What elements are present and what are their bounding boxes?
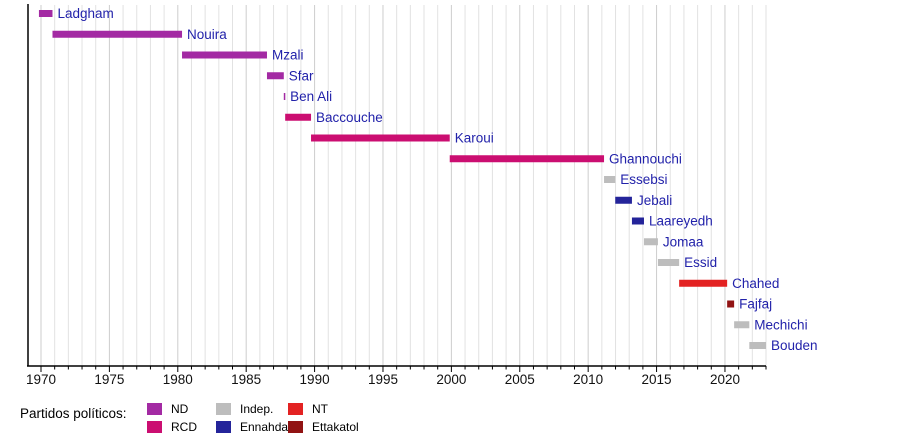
legend-label-nd: ND [171,402,189,416]
legend-item-rcd: RCD [147,418,197,436]
bar-label-nouira: Nouira [187,27,227,42]
bar-essebsi [604,176,616,183]
legend-label-indep: Indep. [240,402,274,416]
legend-swatch-nd [147,403,162,415]
legend-title: Partidos políticos: [20,406,127,421]
bar-jebali [615,196,632,204]
bar-essid [657,259,680,266]
bar-ghannouchi [449,155,605,163]
legend-item-nt: NT [288,400,359,418]
legend-column-3: NT Ettakatol [288,400,359,436]
bar-label-baccouche: Baccouche [316,110,383,125]
legend-item-indep: Indep. [216,400,288,418]
bar-karoui [311,134,450,142]
legend-label-nt: NT [312,402,328,416]
bar-label-jomaa: Jomaa [663,234,704,249]
legend-swatch-indep [216,403,231,415]
legend-label-ettakatol: Ettakatol [312,420,359,434]
x-tick-label-1970: 1970 [26,372,56,387]
legend-label-rcd: RCD [171,420,197,434]
legend-swatch-rcd [147,421,162,433]
bar-laareyedh [631,217,644,225]
bar-label-jebali: Jebali [637,193,672,208]
bar-baccouche [285,113,312,121]
bar-label-mechichi: Mechichi [754,317,807,332]
bar-mechichi [734,321,750,329]
legend-column-1: ND RCD [147,400,197,436]
bar-label-ghannouchi: Ghannouchi [609,151,682,166]
bar-ladgham [38,10,53,17]
bar-jomaa [643,238,658,246]
bar-label-bouden: Bouden [771,338,818,353]
x-tick-label-1985: 1985 [231,372,261,387]
bar-label-mzali: Mzali [272,48,304,63]
legend-item-ennahda: Ennahda [216,418,288,436]
bar-fajfaj [727,300,735,308]
bar-label-laareyedh: Laareyedh [649,214,713,229]
legend-swatch-nt [288,403,303,415]
bar-label-ben-ali: Ben Ali [290,89,332,104]
bar-label-sfar: Sfar [289,68,314,83]
legend-item-ettakatol: Ettakatol [288,418,359,436]
x-tick-label-1975: 1975 [94,372,124,387]
x-tick-label-1995: 1995 [368,372,398,387]
bar-bouden [749,342,766,349]
bar-ben-ali [283,93,286,100]
bar-sfar [266,72,284,80]
bar-label-fajfaj: Fajfaj [739,297,772,312]
legend-swatch-ettakatol [288,421,303,433]
x-tick-label-2015: 2015 [642,372,672,387]
x-tick-label-1980: 1980 [163,372,193,387]
x-tick-label-1990: 1990 [300,372,330,387]
bar-label-essebsi: Essebsi [620,172,667,187]
legend-item-nd: ND [147,400,197,418]
plot-svg: Ladgham Nouira Mzali Sfar Ben Ali Baccouche Ka… [26,4,818,387]
bar-label-karoui: Karoui [455,131,494,146]
x-tick-label-2010: 2010 [573,372,603,387]
legend: Partidos políticos: ND RCD Indep. Ennahda NT… [0,400,900,442]
bar-label-ladgham: Ladgham [57,6,113,21]
x-tick-label-2000: 2000 [436,372,466,387]
x-tick-label-2020: 2020 [710,372,740,387]
x-tick-label-2005: 2005 [505,372,535,387]
bar-label-essid: Essid [684,255,717,270]
legend-label-ennahda: Ennahda [240,420,289,434]
bar-nouira [52,30,183,38]
bar-label-chahed: Chahed [732,276,779,291]
bar-mzali [182,51,267,59]
legend-swatch-ennahda [216,421,231,433]
bar-chahed [679,279,728,287]
legend-column-2: Indep. Ennahda [216,400,288,436]
